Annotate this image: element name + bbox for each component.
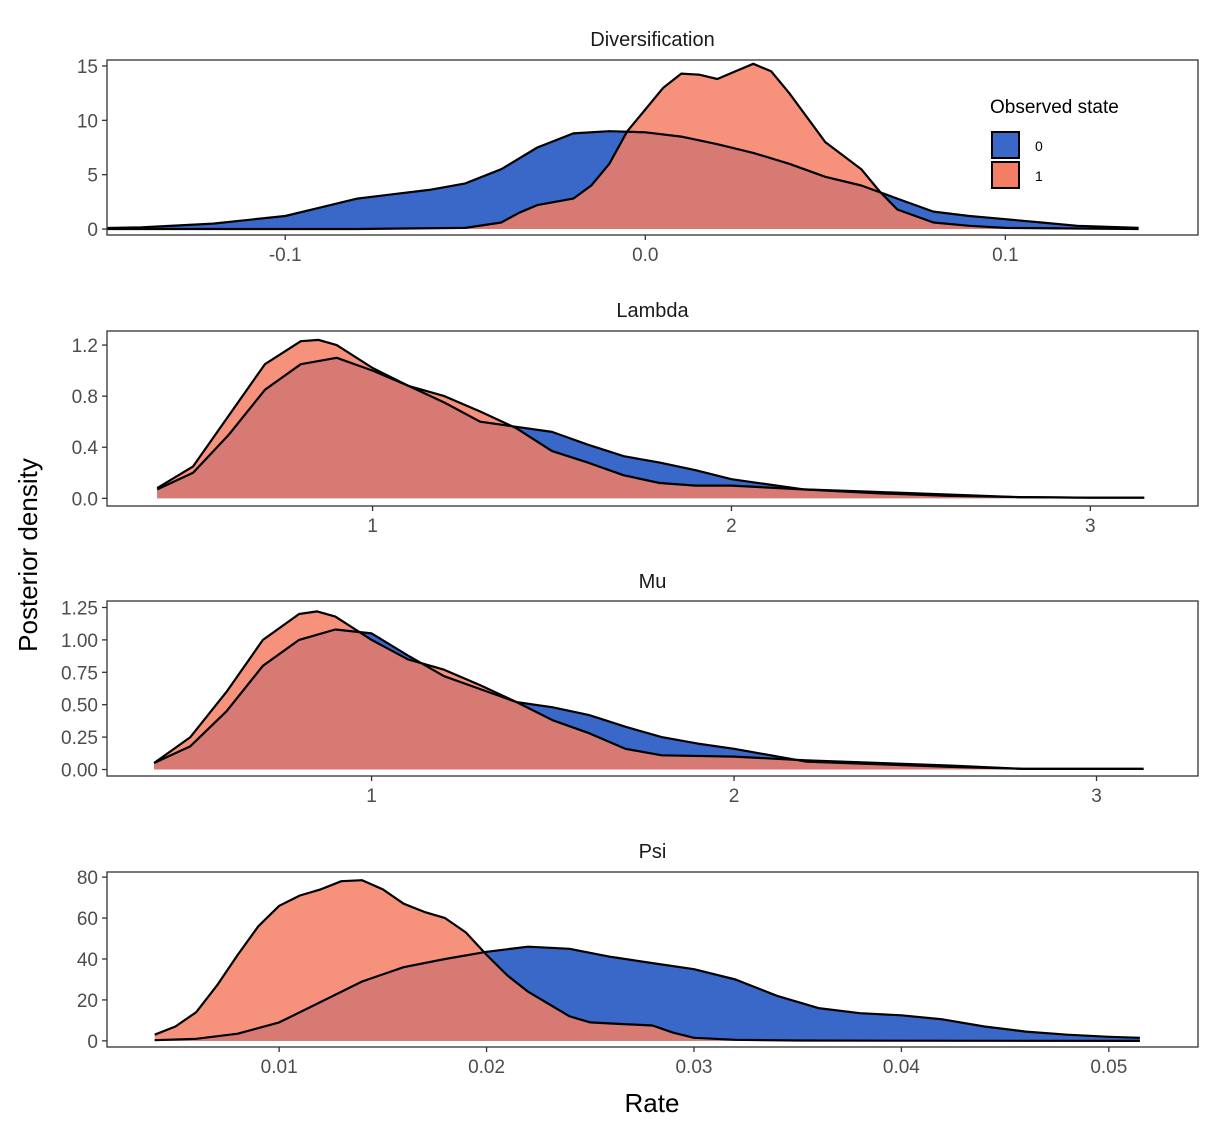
plot-area (107, 62, 1139, 231)
y-axis-title: Posterior density (13, 458, 43, 652)
density-line-state-1 (154, 879, 1140, 1042)
legend-label-1: 1 (1035, 168, 1043, 184)
x-tick-label: 0.1 (992, 245, 1018, 266)
legend-label-0: 0 (1035, 138, 1043, 154)
density-line-state-1 (153, 610, 1144, 770)
legend-title: Observed state (990, 97, 1119, 118)
panel-title: Diversification (590, 29, 714, 51)
y-tick-label: 0.00 (61, 761, 98, 782)
y-tick-label: 1.25 (61, 598, 98, 619)
x-tick-label: 1 (366, 786, 377, 807)
y-tick-label: 1.00 (61, 631, 98, 652)
x-tick-label: 0.04 (883, 1057, 920, 1078)
y-tick-label: 5 (87, 166, 98, 187)
y-tick-label: 0.8 (72, 387, 98, 408)
density-line-state-0 (107, 130, 1139, 230)
y-tick-label: 20 (77, 991, 98, 1012)
y-tick-label: 40 (77, 950, 98, 971)
panel-frame (106, 59, 1199, 236)
density-line-state-1 (107, 62, 1139, 231)
plot-area (154, 879, 1140, 1042)
density-line-state-0 (156, 356, 1145, 499)
x-tick-label: 2 (726, 516, 737, 537)
density-area-state-1 (157, 339, 1145, 499)
density-area-state-1 (154, 611, 1144, 770)
x-axis-title: Rate (625, 1088, 680, 1118)
y-tick-label: 0.25 (61, 728, 98, 749)
panel-title: Lambda (616, 300, 689, 322)
panel-title: Psi (639, 841, 667, 863)
x-tick-label: 0.01 (261, 1057, 298, 1078)
x-tick-label: -0.1 (269, 245, 302, 266)
y-tick-label: 0.0 (72, 489, 98, 510)
y-tick-label: 0 (87, 220, 98, 241)
legend-key-1 (991, 161, 1020, 189)
x-tick-label: 2 (729, 786, 740, 807)
y-tick-label: 0 (87, 1032, 98, 1053)
x-tick-label: 0.0 (632, 245, 658, 266)
y-tick-label: 0.75 (61, 663, 98, 684)
density-area-state-1 (154, 880, 1140, 1041)
plot-area (153, 610, 1144, 770)
legend: Observed state 0 1 (990, 97, 1119, 189)
panel-lambda: Lambda 1 2 3 0.0 0.4 0.8 1.2 (72, 300, 1199, 537)
panel-title: Mu (639, 571, 667, 593)
y-tick-label: 60 (77, 909, 98, 930)
panel-psi: Psi 0.01 0.02 0.03 0.04 0.05 0 20 40 60 80 (77, 841, 1199, 1078)
density-line-state-0 (153, 628, 1144, 770)
panel-frame (106, 330, 1199, 507)
x-tick-label: 1 (367, 516, 378, 537)
x-tick-label: 3 (1085, 516, 1096, 537)
plot-area (156, 338, 1145, 499)
panel-frame (106, 600, 1199, 777)
y-tick-label: 0.50 (61, 696, 98, 717)
y-tick-label: 80 (77, 868, 98, 889)
y-tick-label: 15 (77, 57, 98, 78)
y-tick-label: 1.2 (72, 336, 98, 357)
legend-key-0 (991, 131, 1020, 159)
panel-mu: Mu 1 2 3 0.00 0.25 0.50 0.75 1.00 1.25 (61, 571, 1199, 807)
y-tick-label: 10 (77, 111, 98, 132)
x-tick-label: 0.02 (468, 1057, 505, 1078)
density-area-state-1 (107, 63, 1139, 229)
x-tick-label: 3 (1091, 786, 1102, 807)
density-line-state-0 (154, 945, 1140, 1042)
x-tick-label: 0.03 (675, 1057, 712, 1078)
density-line-state-1 (156, 338, 1145, 499)
y-tick-label: 0.4 (72, 438, 99, 459)
x-tick-label: 0.05 (1090, 1057, 1127, 1078)
